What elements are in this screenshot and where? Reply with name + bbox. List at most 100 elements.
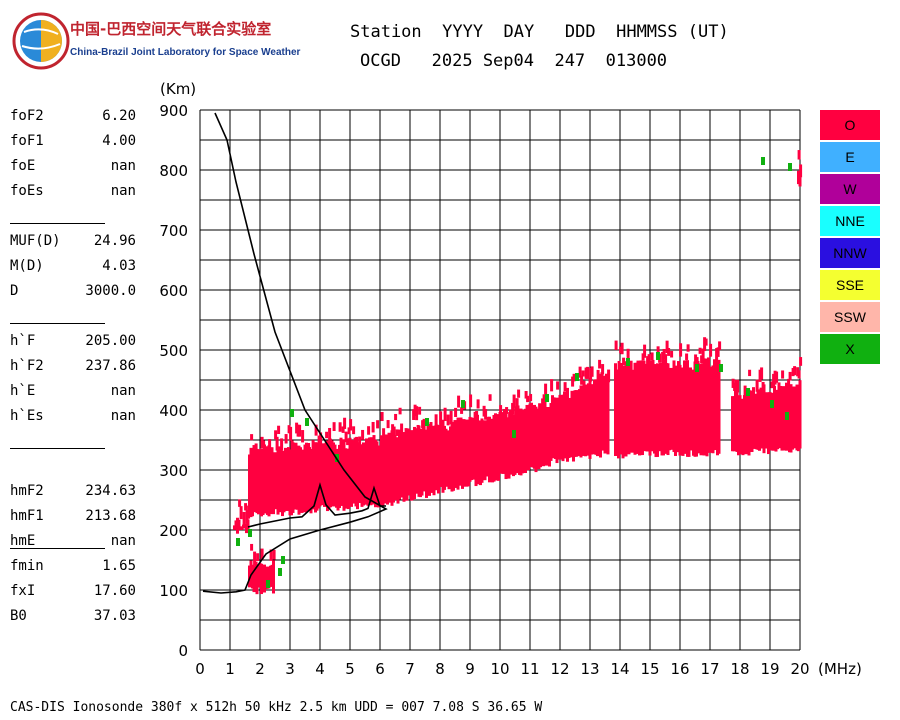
legend-item: SSE [820, 270, 880, 300]
echo-mark-o [253, 551, 257, 566]
echo-mark-o [736, 379, 740, 393]
echo-mark-x [281, 556, 285, 564]
echo-mark-o [620, 342, 624, 355]
x-tick-label: 13 [580, 660, 599, 678]
lab-logo [12, 12, 272, 70]
echo-mark-o [343, 417, 347, 429]
echo-mark-o [457, 395, 461, 408]
echo-mark-x [656, 352, 660, 360]
echo-mark-o [239, 506, 243, 520]
echo-mark-o [284, 434, 288, 444]
echo-mark-o [394, 413, 398, 421]
x-tick-label: 1 [225, 660, 235, 678]
x-tick-label: 11 [520, 660, 539, 678]
echo-mark-o [529, 393, 533, 402]
echo-mark-x [695, 364, 699, 372]
echo-mark-o [716, 347, 720, 357]
echo-mark-x [761, 157, 765, 165]
echo-mark-o [596, 369, 600, 384]
echo-mark-o [347, 427, 351, 435]
echo-mark-o [664, 354, 668, 365]
echo-mark-o [622, 357, 626, 366]
echo-mark-o [550, 379, 554, 392]
header-column-values: OCGD 2025 Sep04 247 013000 [360, 51, 668, 71]
param-row: hmE nan [10, 533, 140, 553]
echo-mark-o [338, 422, 342, 432]
param-row: h`F2 237.86 [10, 358, 140, 378]
x-tick-label: 7 [405, 660, 415, 678]
echo-mark-o [572, 373, 576, 382]
echo-mark-x [545, 394, 549, 402]
echo-mark-x [719, 364, 723, 372]
param-label: B0 [10, 608, 27, 624]
y-tick-label: 500 [159, 342, 188, 360]
echo-mark-o [254, 443, 258, 454]
param-value: 205.00 [85, 333, 136, 349]
echo-mark-o [718, 341, 722, 351]
echo-mark-o [797, 370, 801, 379]
echo-mark-o [797, 170, 800, 185]
echo-mark-x [512, 430, 516, 438]
echo-mark-o [382, 428, 386, 440]
echo-mark-o [460, 407, 464, 414]
echo-mark-o [415, 406, 419, 421]
echo-mark-o [581, 370, 585, 377]
param-label: foEs [10, 183, 44, 199]
param-row: h`E nan [10, 383, 140, 403]
echo-mark-o [242, 511, 246, 526]
param-value: 234.63 [85, 483, 136, 499]
param-row: fxI 17.60 [10, 583, 140, 603]
echo-mark-o [418, 406, 422, 415]
echo-mark-o [788, 371, 792, 381]
param-separator [10, 448, 105, 449]
echo-mark-o [647, 354, 651, 362]
x-tick-label: 18 [730, 660, 749, 678]
echo-mark-o [233, 525, 236, 530]
echo-mark-o [256, 553, 260, 561]
echo-mark-o [499, 405, 503, 414]
echo-mark-o [280, 438, 284, 451]
echo-mark-o [298, 424, 302, 437]
echo-mark-o [760, 367, 764, 380]
echo-mark-o [446, 414, 450, 426]
echo-mark-o [250, 543, 254, 551]
param-separator [10, 323, 105, 324]
echo-mark-o [755, 379, 759, 392]
param-label: h`Es [10, 408, 44, 424]
legend-item: O [820, 110, 880, 140]
echo-mark-o [346, 438, 350, 446]
echo-mark-o [246, 519, 250, 531]
param-label: D [10, 283, 19, 299]
echo-mark-o [307, 443, 311, 451]
echo-mark-o [679, 343, 683, 357]
echo-mark-o [275, 436, 279, 451]
param-value: 3000.0 [85, 283, 136, 299]
x-axis-label: (MHz) [818, 660, 862, 678]
echo-mark-o [443, 407, 447, 422]
x-tick-label: 12 [550, 660, 569, 678]
echo-mark-o [505, 407, 509, 414]
echo-mark-o [748, 369, 752, 377]
param-value: nan [110, 183, 136, 199]
x-tick-label: 15 [640, 660, 659, 678]
echo-mark-o [349, 419, 353, 431]
echo-mark-o [361, 429, 365, 440]
param-value: 1.65 [102, 558, 136, 574]
echo-mark-o [607, 369, 611, 383]
echo-mark-x [425, 418, 429, 426]
echo-mark-o [395, 429, 399, 436]
echo-mark-o [775, 371, 779, 383]
echo-mark-o [358, 436, 362, 450]
param-value: 213.68 [85, 508, 136, 524]
echo-mark-o [685, 353, 689, 360]
echo-mark-o [643, 344, 647, 358]
param-label: hmF1 [10, 508, 44, 524]
echo-mark-x [746, 388, 750, 396]
echo-mark-o [665, 340, 669, 354]
param-row: hmF2 234.63 [10, 483, 140, 503]
param-row: hmF1 213.68 [10, 508, 140, 528]
globe-logo-icon [12, 12, 70, 70]
echo-mark-o [662, 348, 666, 359]
echo-mark-o [578, 366, 582, 378]
param-row: h`F 205.00 [10, 333, 140, 353]
